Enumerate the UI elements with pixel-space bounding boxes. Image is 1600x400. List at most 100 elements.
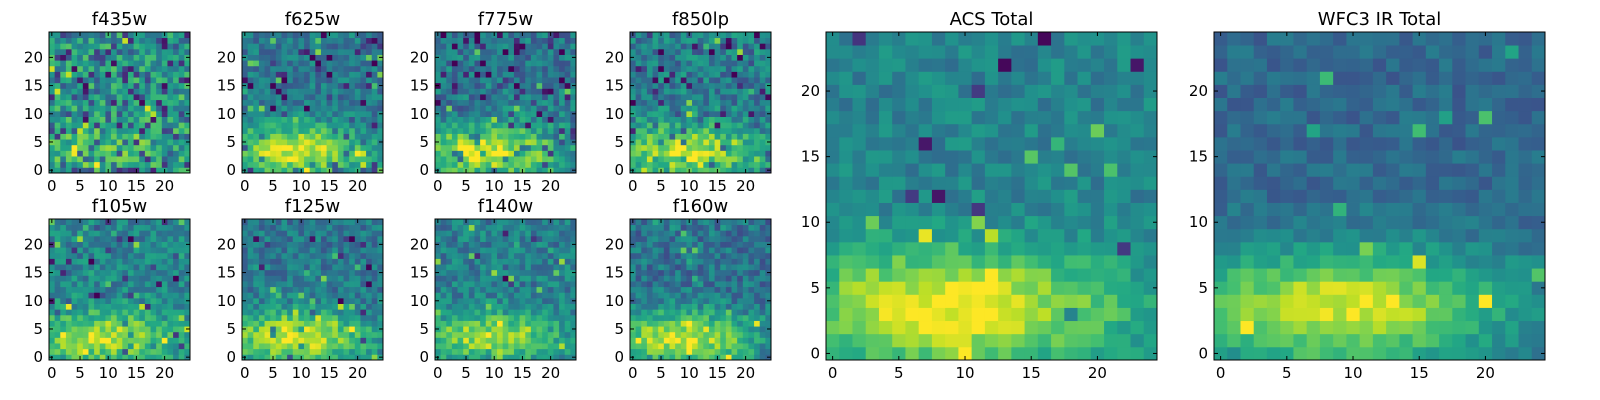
heatmap-cell xyxy=(309,60,316,67)
heatmap-cell xyxy=(315,235,322,242)
heatmap-cell xyxy=(519,94,526,101)
heatmap-cell xyxy=(737,144,744,151)
heatmap-cell xyxy=(309,32,316,39)
heatmap-cell xyxy=(54,224,61,231)
heatmap-cell xyxy=(720,326,727,333)
heatmap-cell xyxy=(242,150,249,157)
heatmap-cell xyxy=(360,331,367,338)
heatmap-cell xyxy=(692,77,699,84)
heatmap-cell xyxy=(652,82,659,89)
heatmap-cell xyxy=(630,133,637,140)
heatmap-cell xyxy=(167,275,174,282)
heatmap-cell xyxy=(82,337,89,344)
heatmap-cell xyxy=(349,110,356,117)
heatmap-cell xyxy=(320,32,327,39)
y-tick-label: 10 xyxy=(605,105,624,123)
heatmap-cell xyxy=(105,144,112,151)
heatmap-cell xyxy=(82,77,89,84)
heatmap-cell xyxy=(139,43,146,50)
heatmap-cell xyxy=(491,88,498,95)
heatmap-cell xyxy=(111,337,118,344)
heatmap-cell xyxy=(116,247,123,254)
heatmap-cell xyxy=(71,320,78,327)
heatmap-cell xyxy=(714,326,721,333)
heatmap-cell xyxy=(275,354,282,361)
heatmap-cell xyxy=(122,77,129,84)
heatmap-cell xyxy=(332,48,339,55)
heatmap-cell xyxy=(304,167,311,174)
heatmap-cell xyxy=(94,224,101,231)
heatmap-cell xyxy=(497,156,504,163)
heatmap-cell xyxy=(725,343,732,350)
heatmap-cell xyxy=(658,150,665,157)
heatmap-cell xyxy=(748,297,755,304)
heatmap-cell xyxy=(525,144,532,151)
heatmap-cell xyxy=(54,82,61,89)
heatmap-cell xyxy=(748,116,755,123)
heatmap-cell xyxy=(258,133,265,140)
heatmap-cell xyxy=(371,127,378,134)
heatmap-cell xyxy=(309,48,316,55)
x-tick-label: 0 xyxy=(628,177,638,195)
heatmap-cell xyxy=(65,297,72,304)
heatmap-cell xyxy=(371,297,378,304)
heatmap-cell xyxy=(343,264,350,271)
heatmap-cell xyxy=(474,82,481,89)
heatmap-cell xyxy=(468,252,475,259)
heatmap-cell xyxy=(337,252,344,259)
heatmap-cell xyxy=(497,127,504,134)
heatmap-cell xyxy=(253,88,260,95)
heatmap-cell xyxy=(337,139,344,146)
heatmap-cell xyxy=(457,252,464,259)
heatmap-cell xyxy=(127,219,134,226)
heatmap-cell xyxy=(720,105,727,112)
heatmap-cell xyxy=(497,275,504,282)
heatmap-cell xyxy=(354,82,361,89)
heatmap-cell xyxy=(765,77,772,84)
heatmap-cell xyxy=(343,139,350,146)
heatmap-cell xyxy=(298,269,305,276)
heatmap-cell xyxy=(742,337,749,344)
heatmap-cell xyxy=(242,48,249,55)
heatmap-cell xyxy=(366,314,373,321)
heatmap-cell xyxy=(173,314,180,321)
heatmap-cell xyxy=(99,144,106,151)
heatmap-cell xyxy=(525,122,532,129)
heatmap-cell xyxy=(178,116,185,123)
heatmap-cell xyxy=(630,275,637,282)
heatmap-cell xyxy=(292,116,299,123)
heatmap-cell xyxy=(708,133,715,140)
heatmap-cell xyxy=(298,60,305,67)
heatmap-cell xyxy=(669,354,676,361)
heatmap-cell xyxy=(133,150,140,157)
heatmap-cell xyxy=(184,60,191,67)
heatmap-cell xyxy=(451,32,458,39)
heatmap-cell xyxy=(320,116,327,123)
heatmap-cell xyxy=(485,144,492,151)
heatmap-cell xyxy=(292,167,299,174)
heatmap-cell xyxy=(553,77,560,84)
heatmap-cell xyxy=(156,82,163,89)
heatmap-cell xyxy=(275,161,282,168)
heatmap-cell xyxy=(264,252,271,259)
heatmap-cell xyxy=(530,224,537,231)
heatmap-cell xyxy=(127,292,134,299)
heatmap-cell xyxy=(669,43,676,50)
heatmap-cell xyxy=(703,48,710,55)
heatmap-cell xyxy=(731,116,738,123)
heatmap-cell xyxy=(88,309,95,316)
heatmap-cell xyxy=(663,269,670,276)
heatmap-cell xyxy=(49,348,56,355)
heatmap-cell xyxy=(88,48,95,55)
heatmap-cell xyxy=(247,219,254,226)
heatmap-cell xyxy=(474,43,481,50)
heatmap-cell xyxy=(71,144,78,151)
heatmap-cell xyxy=(564,309,571,316)
heatmap-cell xyxy=(497,247,504,254)
heatmap-cell xyxy=(519,110,526,117)
heatmap-cell xyxy=(680,281,687,288)
heatmap-cell xyxy=(354,144,361,151)
heatmap-cell xyxy=(663,348,670,355)
heatmap-cell xyxy=(377,275,384,282)
